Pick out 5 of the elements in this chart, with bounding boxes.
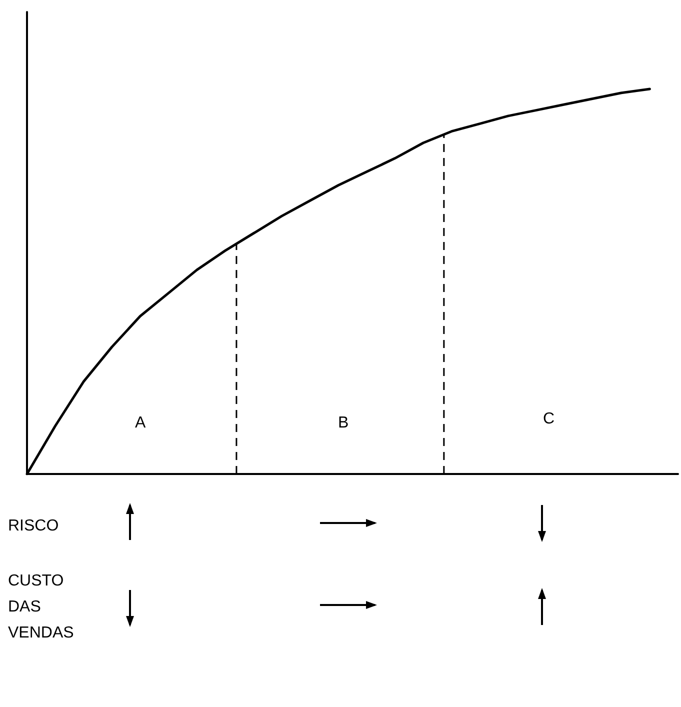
annotation: C [543, 410, 555, 428]
text: CUSTO DAS VENDAS [8, 572, 74, 642]
text: RISCO [8, 518, 59, 534]
annotation: A [135, 414, 146, 432]
annotation: B [338, 414, 349, 432]
